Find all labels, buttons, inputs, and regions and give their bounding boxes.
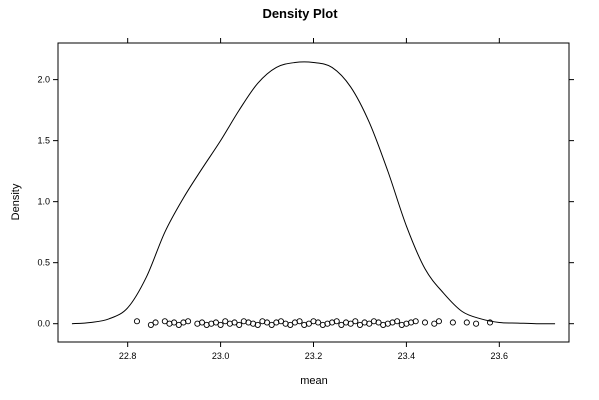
y-axis-label: Density — [10, 183, 22, 220]
rug-point — [217, 321, 224, 328]
axis-ticks: 22.8 23.0 23.2 23.4 23.6 0.0 0.5 1.0 1.5 2.0 — [37, 38, 574, 361]
rug-point — [486, 319, 494, 326]
plot-frame — [57, 42, 570, 343]
rug-point — [333, 318, 340, 325]
rug-point — [185, 318, 192, 325]
x-tick-label: 23.0 — [212, 351, 230, 361]
rug-point — [236, 321, 243, 328]
rug-point — [263, 319, 271, 326]
rug-points — [133, 318, 494, 328]
rug-point — [171, 319, 178, 326]
rug-point — [198, 319, 206, 326]
rug-point — [152, 319, 159, 326]
rug-point — [366, 320, 373, 327]
rug-point — [473, 320, 480, 327]
x-tick-label: 22.8 — [119, 351, 137, 361]
y-tick-label: 0.0 — [37, 319, 50, 329]
y-tick-label: 1.0 — [37, 197, 50, 207]
rug-point — [277, 318, 285, 325]
rug-point — [421, 319, 429, 326]
rug-point — [315, 319, 322, 326]
rug-point — [212, 319, 219, 326]
y-tick-label: 2.0 — [37, 75, 50, 85]
rug-point — [449, 319, 456, 326]
rug-point — [463, 319, 470, 326]
x-tick-label: 23.6 — [491, 351, 509, 361]
rug-point — [305, 320, 312, 327]
rug-point — [161, 318, 168, 325]
rug-point — [352, 318, 359, 325]
rug-point — [147, 321, 154, 328]
rug-point — [287, 321, 294, 328]
x-tick-label: 23.4 — [398, 351, 416, 361]
rug-point — [296, 318, 303, 325]
rug-point — [268, 321, 275, 328]
rug-point — [356, 321, 364, 328]
x-tick-label: 23.2 — [305, 351, 323, 361]
rug-point — [254, 321, 261, 328]
rug-point — [394, 318, 401, 325]
rug-point — [431, 320, 438, 327]
rug-point — [222, 318, 229, 325]
rug-point — [133, 318, 141, 325]
rug-point — [375, 319, 382, 326]
rug-point — [412, 318, 419, 325]
y-tick-label: 0.5 — [37, 258, 50, 268]
y-tick-label: 1.5 — [37, 136, 50, 146]
density-curve — [71, 61, 556, 325]
rug-point — [347, 320, 354, 327]
chart-title: Density Plot — [262, 6, 338, 21]
rug-point — [175, 321, 182, 328]
rug-point — [435, 318, 442, 325]
rug-point — [231, 319, 238, 326]
rug-point — [338, 321, 345, 328]
x-axis-label: mean — [300, 375, 328, 387]
